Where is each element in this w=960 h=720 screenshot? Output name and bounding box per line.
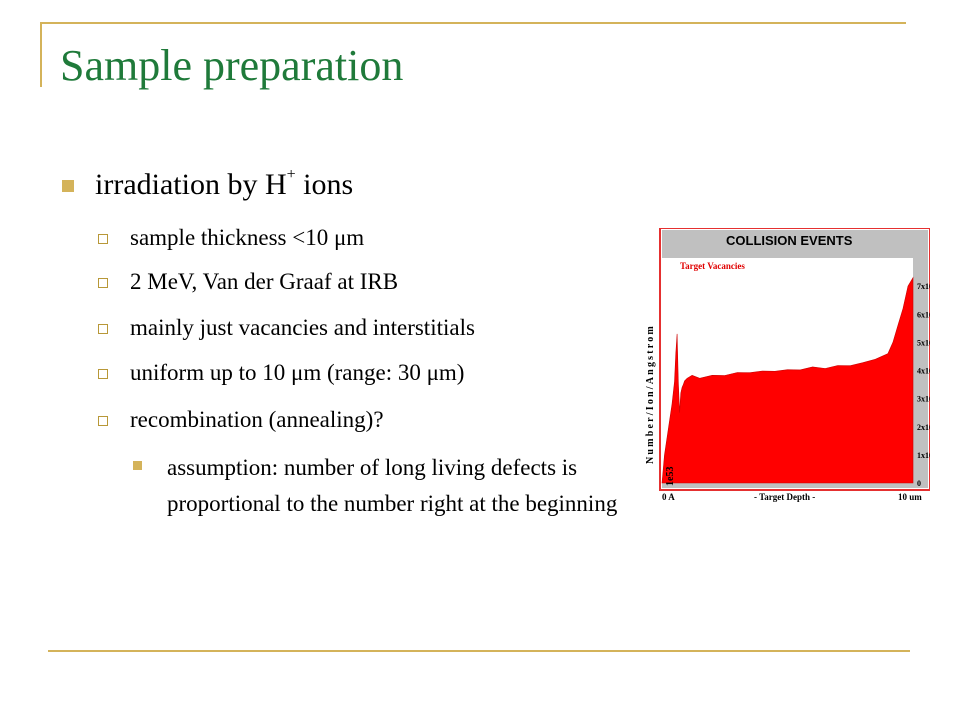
checkbox-bullet-icon	[98, 278, 108, 288]
collision-events-chart: COLLISION EVENTS Target Vacancies 7x10⁻⁵…	[630, 227, 940, 518]
checkbox-bullet-icon	[98, 234, 108, 244]
x-tick-left: 0 A	[662, 492, 675, 502]
sub-sub-item: assumption: number of long living defect…	[167, 455, 618, 516]
y-tick-label: 4x10⁻⁵	[917, 367, 930, 376]
legend-entry: Target Vacancies	[680, 261, 745, 271]
y-tick-label: 6x10⁻⁵	[917, 310, 930, 319]
y-tick-label: 2x10⁻⁵	[917, 423, 930, 432]
annotation-label: 1e53	[665, 467, 676, 486]
bullet-marker	[62, 180, 74, 192]
chart-title: COLLISION EVENTS	[726, 233, 853, 248]
x-axis-label: - Target Depth -	[754, 492, 815, 502]
y-tick-label: 0	[917, 479, 921, 488]
y-tick-label: 5x10⁻⁵	[917, 338, 930, 347]
x-tick-right: 10 um	[898, 492, 922, 502]
checkbox-bullet-icon	[98, 416, 108, 426]
y-axis-label: Number/Ion/Angstrom	[645, 324, 656, 464]
series-area-target-vacancies	[661, 276, 914, 484]
checkbox-bullet-icon	[98, 369, 108, 379]
page-title: Sample preparation	[60, 41, 404, 90]
left-rule	[40, 22, 42, 87]
y-tick-label: 7x10⁻⁵	[917, 282, 930, 291]
bottom-rule	[48, 650, 910, 652]
chart-svg: COLLISION EVENTS Target Vacancies 7x10⁻⁵…	[630, 227, 940, 518]
y-tick-label: 3x10⁻⁵	[917, 395, 930, 404]
top-rule	[40, 22, 906, 24]
checkbox-bullet-icon	[98, 324, 108, 334]
bullet-irradiation: irradiation by H+ ions	[95, 166, 354, 201]
sub-sub-bullet-marker	[133, 461, 142, 470]
